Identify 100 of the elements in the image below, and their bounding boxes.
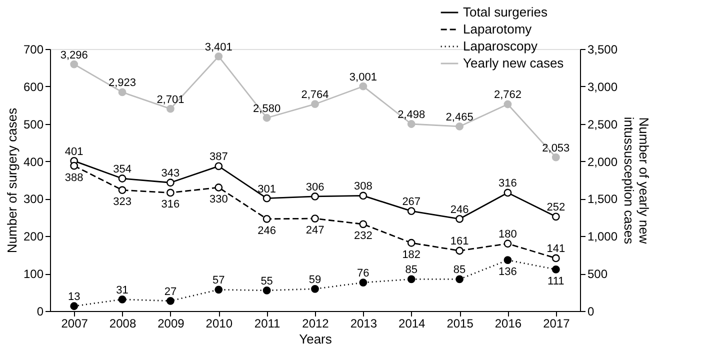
data-label: 3,001 bbox=[349, 71, 377, 84]
legend-label: Total surgeries bbox=[463, 4, 548, 20]
y2-tick-label: 1,000 bbox=[588, 230, 618, 244]
point bbox=[262, 194, 271, 202]
x-tick-label: 2011 bbox=[254, 316, 281, 330]
y-tick-label: 200 bbox=[23, 230, 44, 244]
y2-tick-label: 3,000 bbox=[588, 80, 618, 94]
point bbox=[407, 120, 416, 128]
x-tick-label: 2015 bbox=[446, 316, 474, 330]
data-label: 343 bbox=[161, 168, 180, 180]
point bbox=[311, 214, 319, 222]
point bbox=[456, 275, 464, 284]
point bbox=[214, 162, 223, 170]
data-label: 2,498 bbox=[398, 109, 426, 122]
y-tick-label: 300 bbox=[23, 192, 44, 206]
point bbox=[456, 246, 464, 255]
data-label: 252 bbox=[546, 202, 566, 214]
y2-tick-label: 500 bbox=[588, 267, 608, 282]
data-label: 141 bbox=[546, 243, 566, 256]
data-label: 3,296 bbox=[60, 49, 88, 62]
x-tick-label: 2016 bbox=[494, 316, 522, 330]
y2-tick-label: 3,500 bbox=[588, 42, 618, 56]
x-tick-label: 2014 bbox=[398, 316, 426, 330]
point bbox=[70, 60, 78, 68]
y-tick-label: 100 bbox=[23, 267, 44, 282]
point bbox=[118, 186, 126, 194]
point bbox=[70, 162, 78, 170]
data-label: 323 bbox=[113, 196, 132, 208]
data-label: 76 bbox=[357, 268, 370, 280]
data-label: 136 bbox=[498, 266, 517, 278]
data-label: 57 bbox=[212, 274, 225, 287]
x-tick-label: 2007 bbox=[61, 316, 88, 330]
point bbox=[118, 88, 126, 96]
data-label: 316 bbox=[161, 198, 180, 211]
point bbox=[166, 104, 174, 113]
point bbox=[166, 296, 174, 305]
y-tick-label: 0 bbox=[36, 304, 44, 318]
data-label: 161 bbox=[450, 236, 469, 248]
x-tick-label: 2012 bbox=[302, 316, 330, 330]
data-label: 13 bbox=[68, 291, 80, 304]
data-label: 354 bbox=[113, 164, 132, 176]
point bbox=[70, 302, 78, 310]
point bbox=[552, 153, 560, 162]
data-label: 55 bbox=[260, 275, 273, 288]
point bbox=[166, 188, 174, 197]
data-label: 388 bbox=[64, 172, 84, 184]
y2-axis-title: Number of yearly new intussusception cases bbox=[622, 116, 652, 245]
point bbox=[407, 275, 416, 284]
x-tick-label: 2010 bbox=[206, 316, 233, 330]
y-axis-title: Number of surgery cases bbox=[4, 107, 20, 254]
point bbox=[262, 286, 271, 294]
x-tick-label: 2008 bbox=[109, 316, 136, 330]
y2-tick-label: 0 bbox=[588, 304, 594, 318]
point bbox=[118, 174, 126, 182]
y-tick-label: 500 bbox=[23, 117, 44, 132]
data-label: 2,764 bbox=[301, 89, 329, 102]
data-label: 232 bbox=[354, 230, 372, 242]
data-label: 387 bbox=[209, 151, 228, 164]
point bbox=[359, 278, 368, 286]
data-label: 31 bbox=[116, 284, 128, 296]
data-label: 85 bbox=[405, 264, 418, 276]
data-label: 3,401 bbox=[204, 41, 232, 54]
x-axis-title: Years bbox=[299, 332, 332, 346]
data-label: 246 bbox=[258, 224, 276, 237]
point bbox=[552, 254, 560, 262]
point bbox=[504, 100, 512, 108]
point bbox=[311, 100, 319, 108]
point bbox=[359, 220, 368, 228]
point bbox=[504, 256, 512, 264]
data-label: 401 bbox=[64, 146, 84, 158]
y-tick-label: 400 bbox=[23, 154, 44, 169]
point bbox=[262, 214, 271, 223]
point bbox=[214, 52, 223, 60]
point bbox=[214, 286, 223, 294]
data-label: 2,701 bbox=[156, 94, 184, 106]
x-tick-label: 2017 bbox=[543, 316, 570, 330]
data-label: 111 bbox=[548, 275, 564, 288]
data-label: 308 bbox=[354, 180, 372, 193]
data-label: 301 bbox=[258, 183, 276, 196]
data-label: 246 bbox=[450, 204, 469, 216]
y2-tick-label: 2,500 bbox=[588, 117, 618, 132]
x-tick-label: 2009 bbox=[158, 316, 185, 330]
point bbox=[214, 184, 223, 192]
data-label: 27 bbox=[164, 286, 177, 298]
point bbox=[504, 240, 512, 248]
legend-label: Yearly new cases bbox=[463, 56, 564, 70]
data-label: 2,053 bbox=[542, 142, 570, 154]
data-label: 2,580 bbox=[253, 102, 281, 115]
data-label: 330 bbox=[209, 193, 228, 206]
point bbox=[166, 178, 174, 187]
data-label: 180 bbox=[498, 228, 517, 241]
y-tick-label: 700 bbox=[23, 42, 44, 56]
data-label: 267 bbox=[402, 196, 421, 208]
point bbox=[359, 82, 368, 90]
point bbox=[504, 188, 512, 197]
point bbox=[118, 295, 126, 304]
data-label: 182 bbox=[402, 248, 421, 261]
point bbox=[456, 122, 464, 130]
point bbox=[552, 212, 560, 221]
data-label: 2,923 bbox=[108, 77, 136, 90]
